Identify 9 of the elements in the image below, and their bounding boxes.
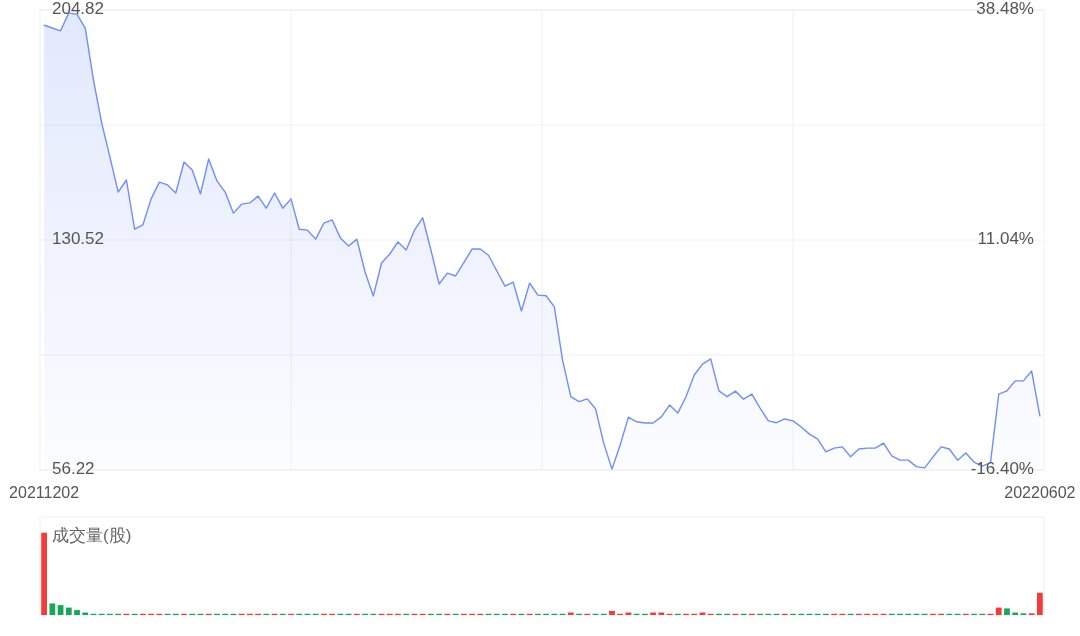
y-tick-label: 130.52 <box>52 229 104 249</box>
x-tick-label: 20220602 <box>1004 484 1076 501</box>
y-tick-label: 204.82 <box>52 0 104 19</box>
y2-tick-label: -16.40% <box>970 459 1034 479</box>
y-tick-label: 56.22 <box>52 459 95 479</box>
y2-tick-label: 11.04% <box>977 229 1034 249</box>
x-tick-label: 20211202 <box>9 484 80 501</box>
y2-tick-label: 38.48% <box>976 0 1034 19</box>
chart-title: 成交量(股) <box>52 526 132 545</box>
